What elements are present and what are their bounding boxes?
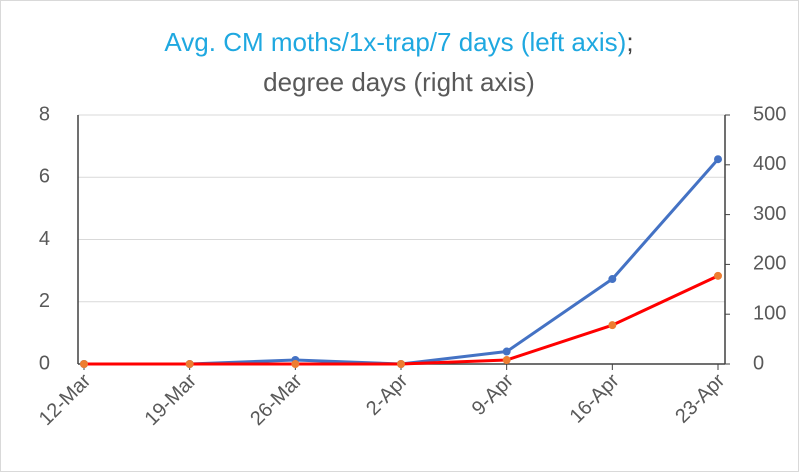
y-tick-label: 8: [39, 103, 50, 125]
point-marker: [502, 356, 511, 365]
point-marker: [714, 155, 722, 164]
y2-tick-label: 300: [753, 203, 786, 225]
point-marker: [608, 321, 617, 330]
point-marker: [397, 360, 405, 368]
y2-tick-label: 100: [753, 302, 786, 324]
point-marker: [185, 360, 194, 368]
chart-title: degree days (right axis): [263, 67, 535, 97]
y-tick-label: 0: [39, 352, 50, 374]
y-tick-label: 2: [39, 290, 50, 312]
point-marker: [502, 347, 511, 356]
point-marker: [608, 275, 617, 284]
y-tick-label: 4: [39, 228, 50, 250]
point-marker: [714, 271, 722, 280]
y2-tick-label: 500: [753, 103, 786, 125]
point-marker: [80, 360, 88, 368]
y2-tick-label: 200: [753, 253, 786, 275]
title-part: ;: [626, 27, 633, 57]
chart-title: Avg. CM moths/1x-trap/7 days (left axis)…: [164, 27, 633, 57]
y2-tick-label: 400: [753, 153, 786, 175]
y-tick-label: 6: [39, 166, 50, 188]
point-marker: [291, 360, 300, 368]
y2-tick-label: 0: [753, 352, 764, 374]
title-part: Avg. CM moths/1x-trap/7 days (left axis): [164, 27, 626, 57]
